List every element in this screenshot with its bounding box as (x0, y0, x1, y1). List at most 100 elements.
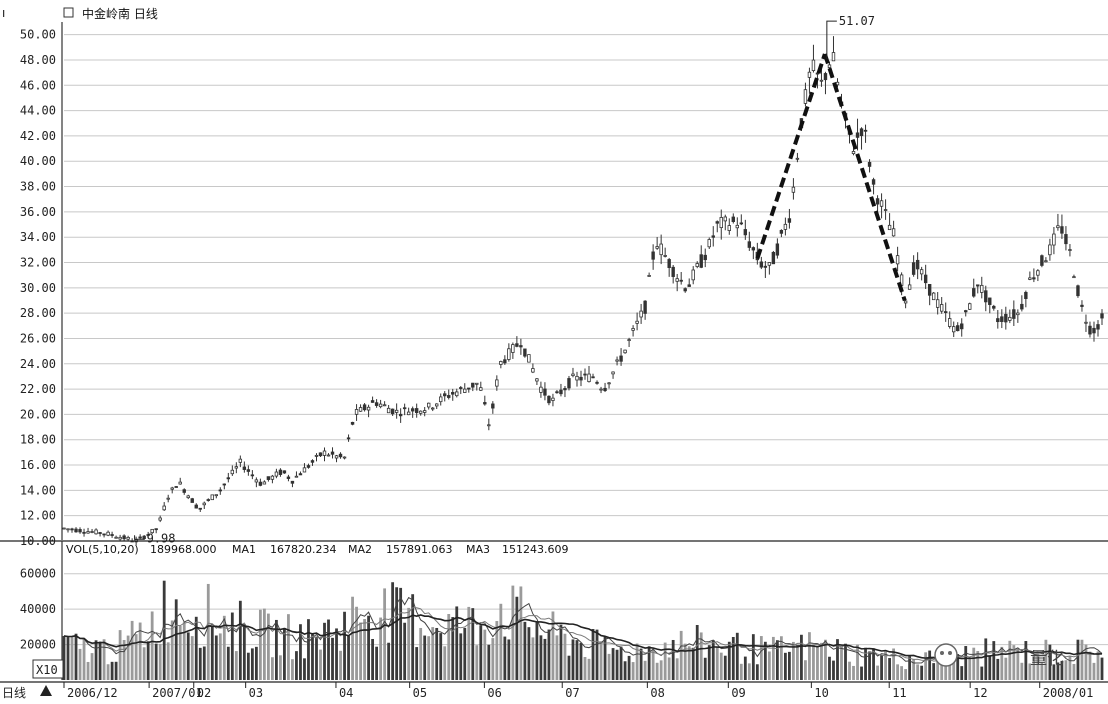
x-axis-label: 07 (565, 686, 579, 700)
volume-bar (884, 651, 887, 680)
candle-body (771, 251, 776, 265)
candle-body (479, 387, 483, 391)
candle-body (358, 407, 363, 412)
candle-body (639, 310, 643, 318)
candle-body (491, 403, 495, 409)
candle-body (218, 489, 223, 492)
candle-body (154, 528, 158, 531)
volume-bar (250, 648, 254, 680)
volume-bar (411, 594, 415, 680)
candle-body (911, 262, 916, 275)
candle-body (539, 386, 543, 393)
volume-bar (872, 648, 875, 680)
candle-body (503, 359, 507, 364)
watermark: 量化 (934, 643, 1064, 669)
candle-body (795, 157, 800, 160)
volume-bar (214, 635, 218, 680)
volume-bar (896, 664, 900, 680)
candle-body (1036, 270, 1040, 276)
volume-bar (940, 662, 944, 680)
candle-body (98, 532, 102, 534)
candle-body (447, 395, 451, 398)
volume-bar (828, 656, 831, 680)
volume-bar (295, 651, 298, 680)
zoom-control[interactable]: X10 (32, 659, 64, 679)
volume-bar (190, 636, 194, 680)
scroll-up-icon[interactable] (40, 685, 52, 696)
candle-body (1060, 226, 1064, 234)
candle-body (451, 392, 455, 395)
volume-bar (130, 620, 134, 680)
volume-bar (1020, 662, 1024, 680)
volume-bar (238, 600, 242, 680)
candle-body (655, 246, 659, 249)
volume-bar (892, 648, 895, 680)
candle-body (174, 486, 178, 488)
candle-body (855, 132, 860, 138)
candle-body (459, 387, 463, 389)
candle-body (467, 387, 471, 390)
volume-bar (539, 635, 543, 680)
volume-bar (876, 665, 879, 680)
volume-bar (812, 644, 815, 680)
candle-body (386, 407, 391, 414)
volume-bar (575, 640, 579, 680)
volume-bar (683, 643, 687, 680)
volume-bar (824, 639, 827, 680)
candle-body (1000, 316, 1004, 322)
candle-body (779, 229, 784, 234)
volume-bar (619, 646, 623, 680)
volume-bar (747, 663, 751, 680)
candle-body (507, 348, 511, 360)
candle-body (791, 186, 796, 193)
volume-bar (787, 651, 791, 680)
candle-body (418, 410, 423, 414)
volume-bar (82, 638, 86, 680)
volume-bar (667, 657, 671, 680)
volume-bar (679, 630, 683, 680)
volume-bar (868, 651, 871, 680)
candle-body (439, 396, 443, 403)
candle-body (414, 408, 419, 414)
candle-body (422, 410, 427, 413)
volume-bar (908, 656, 912, 680)
candle-body (286, 476, 291, 479)
volume-bar (198, 647, 202, 680)
volume-bar (952, 647, 956, 680)
x-axis-label: 12 (973, 686, 987, 700)
volume-bar (291, 659, 294, 680)
candle-body (166, 497, 170, 500)
volume-bar (70, 636, 74, 680)
candle-body (679, 279, 683, 282)
volume-bar (379, 617, 383, 680)
price-tick-label: 14.00 (20, 483, 56, 497)
price-tick-label: 32.00 (20, 256, 56, 270)
volume-bar (118, 630, 122, 680)
candle-body (354, 409, 359, 415)
candle-body (1052, 233, 1056, 246)
volume-bar (527, 627, 531, 680)
price-tick-label: 24.00 (20, 357, 56, 371)
candle-body (559, 389, 563, 395)
candle-body (992, 305, 996, 309)
volume-bar (1084, 644, 1088, 680)
volume-bar (246, 652, 250, 680)
volume-bar (158, 643, 162, 680)
candle-body (1056, 225, 1060, 229)
candle-body (631, 328, 635, 331)
ma3-label: MA3 (466, 543, 490, 556)
volume-bar (687, 646, 691, 680)
volume-bar (783, 652, 787, 680)
volume-bar (543, 638, 547, 680)
candle-body (78, 529, 82, 533)
candle-body (583, 373, 587, 376)
candle-body (1008, 316, 1012, 321)
candle-body (266, 476, 271, 480)
volume-bar (1092, 662, 1096, 680)
volume-bar (363, 619, 366, 680)
volume-bar (848, 661, 851, 680)
x-axis-label: 11 (892, 686, 906, 700)
volume-bar (230, 612, 234, 680)
candle-body (350, 421, 355, 425)
